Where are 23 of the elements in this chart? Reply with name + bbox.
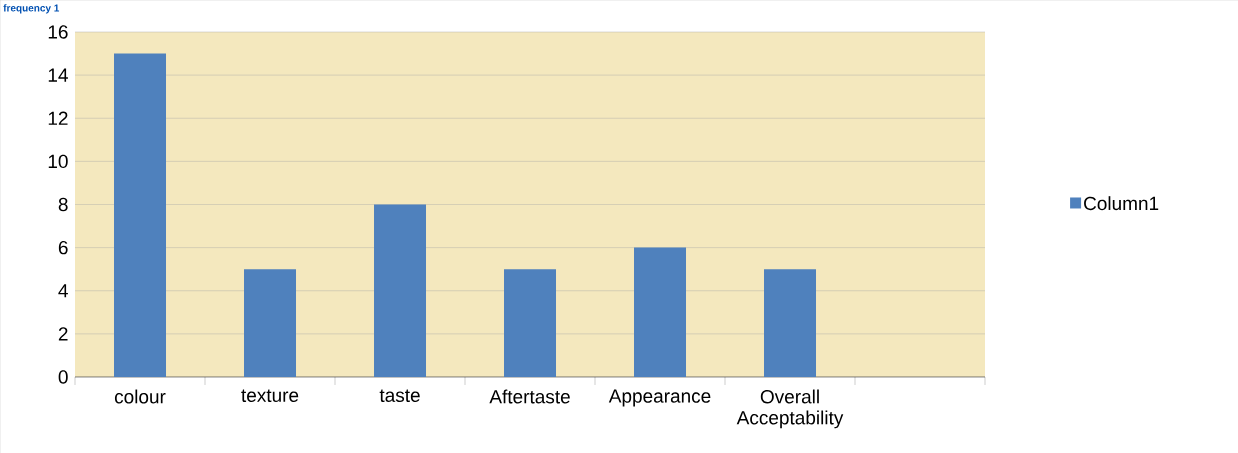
bar — [114, 53, 167, 377]
legend-label: Column1 — [1084, 196, 1159, 211]
x-tick-label: Appearance — [608, 389, 711, 407]
y-tick-label: 8 — [58, 197, 68, 212]
chart-title: frequency 1 — [3, 4, 60, 14]
bar — [764, 269, 817, 377]
y-tick-label: 14 — [48, 68, 68, 82]
y-tick-label: 0 — [58, 370, 68, 384]
y-tick-label: 12 — [48, 111, 68, 125]
y-tick-label: 6 — [58, 240, 68, 255]
x-tick-label: taste — [379, 389, 420, 402]
y-tick-label: 16 — [48, 25, 68, 39]
y-tick-label: 2 — [58, 327, 68, 341]
bar — [244, 269, 297, 377]
bar — [374, 204, 427, 377]
bar — [634, 247, 687, 377]
bar — [504, 269, 557, 377]
y-tick-label: 4 — [58, 284, 68, 298]
x-tick-label: Aftertaste — [489, 389, 570, 404]
x-tick-label: Overall Acceptability — [736, 389, 844, 429]
x-tick-label: colour — [114, 389, 166, 404]
x-tick-label: texture — [241, 389, 299, 402]
y-tick-label: 10 — [48, 154, 68, 169]
